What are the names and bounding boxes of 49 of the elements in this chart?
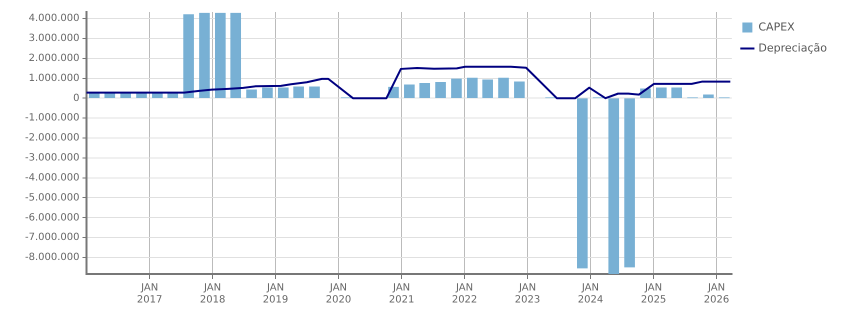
y-tick-label: -8.000.000 (24, 252, 80, 264)
x-tick-label: JAN 2026 (704, 282, 730, 306)
bar (451, 78, 462, 98)
bar (199, 12, 210, 98)
x-tick-label: JAN 2023 (514, 282, 540, 306)
bar (608, 98, 620, 274)
bar (514, 82, 525, 98)
y-tick-label: -3.000.000 (24, 152, 80, 164)
bar (215, 12, 226, 98)
x-tick-label: JAN 2020 (326, 282, 352, 306)
bar (309, 86, 320, 98)
bar (656, 88, 667, 98)
y-tick-label: -2.000.000 (24, 132, 80, 144)
y-tick-label: -7.000.000 (24, 232, 80, 244)
bar (293, 86, 304, 98)
bar (703, 94, 714, 98)
x-tick-label: JAN 2025 (640, 282, 666, 306)
bar (624, 98, 635, 268)
y-tick-label: 4.000.000 (28, 13, 80, 24)
y-tick-label: 3.000.000 (28, 33, 80, 44)
y-tick-label: -5.000.000 (24, 192, 80, 204)
bar (230, 12, 242, 98)
x-tick-label: JAN 2017 (136, 282, 162, 306)
bar (419, 82, 430, 98)
bar (482, 80, 493, 98)
y-tick-label: 0 (73, 92, 80, 104)
y-tick-label: 2.000.000 (28, 52, 80, 64)
x-tick-label: JAN 2024 (578, 282, 604, 306)
bar (498, 78, 509, 98)
bar (246, 90, 257, 98)
x-tick-label: JAN 2022 (452, 282, 478, 306)
legend-label: CAPEX (758, 20, 796, 34)
bar (404, 84, 415, 98)
y-tick-label: -4.000.000 (24, 172, 80, 184)
bar (435, 82, 446, 98)
bar (577, 98, 588, 268)
x-tick-label: JAN 2021 (388, 282, 414, 306)
legend-label: Depreciação (758, 41, 828, 54)
y-tick-label: 1.000.000 (28, 72, 80, 84)
x-tick-label: JAN 2019 (262, 282, 288, 306)
bar (183, 14, 194, 98)
y-tick-label: -1.000.000 (24, 112, 80, 124)
bar (466, 78, 478, 98)
bar (278, 88, 289, 98)
bar (136, 92, 147, 98)
y-tick-label: -6.000.000 (24, 212, 80, 224)
x-tick-label: JAN 2018 (200, 282, 226, 306)
bar (262, 88, 273, 98)
bar (671, 88, 682, 98)
